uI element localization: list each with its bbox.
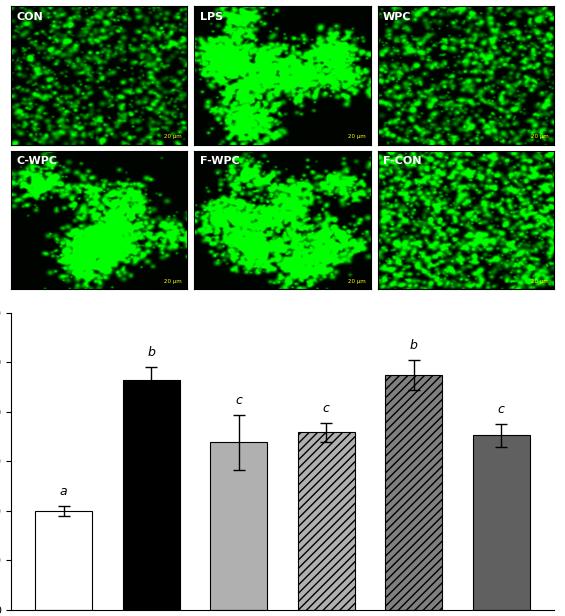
Text: 20 μm: 20 μm: [164, 134, 182, 139]
Text: F-WPC: F-WPC: [200, 156, 240, 166]
Text: C-WPC: C-WPC: [16, 156, 58, 166]
Text: 20 μm: 20 μm: [531, 134, 549, 139]
Text: WPC: WPC: [383, 12, 411, 22]
Text: c: c: [235, 394, 242, 407]
Text: 20 μm: 20 μm: [347, 134, 365, 139]
Bar: [123, 380, 180, 610]
Text: 20 μm: 20 μm: [164, 279, 182, 284]
Text: 20 μm: 20 μm: [531, 279, 549, 284]
Bar: [473, 436, 529, 610]
Text: CON: CON: [16, 12, 44, 22]
Text: LPS: LPS: [200, 12, 223, 22]
Text: b: b: [410, 339, 418, 352]
Text: 20 μm: 20 μm: [347, 279, 365, 284]
Text: b: b: [147, 346, 155, 359]
Bar: [210, 442, 267, 610]
Text: c: c: [498, 403, 505, 416]
Bar: [36, 511, 92, 610]
Bar: [298, 432, 355, 610]
Text: F-CON: F-CON: [383, 156, 421, 166]
Text: c: c: [323, 402, 330, 415]
Text: a: a: [60, 485, 68, 498]
Bar: [385, 375, 442, 610]
